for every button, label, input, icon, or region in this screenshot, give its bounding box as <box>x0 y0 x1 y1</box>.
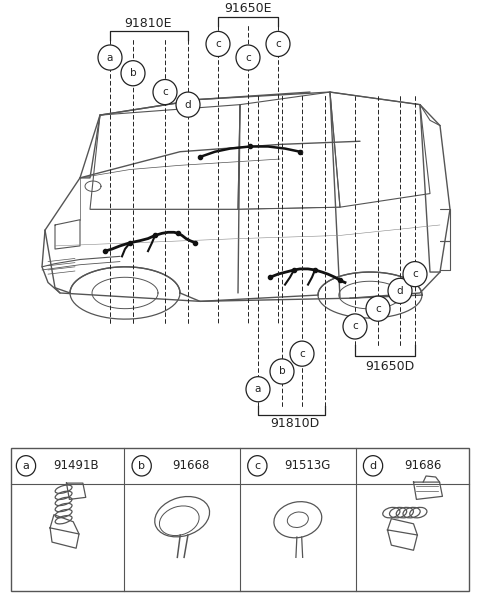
Text: a: a <box>107 52 113 63</box>
Text: c: c <box>299 349 305 359</box>
Text: b: b <box>279 367 285 376</box>
Text: b: b <box>138 461 145 471</box>
Circle shape <box>343 314 367 339</box>
Text: c: c <box>254 461 261 471</box>
Text: c: c <box>352 321 358 332</box>
Text: a: a <box>23 461 29 471</box>
Circle shape <box>176 92 200 117</box>
Text: 91650E: 91650E <box>224 2 272 15</box>
Circle shape <box>236 45 260 70</box>
Circle shape <box>363 456 383 476</box>
Circle shape <box>403 262 427 287</box>
Circle shape <box>248 456 267 476</box>
Text: 91513G: 91513G <box>284 459 330 473</box>
Circle shape <box>16 456 36 476</box>
FancyBboxPatch shape <box>11 447 469 591</box>
Text: a: a <box>255 384 261 394</box>
Text: c: c <box>275 39 281 49</box>
Circle shape <box>388 278 412 303</box>
Text: c: c <box>162 87 168 97</box>
Text: d: d <box>185 100 192 110</box>
Circle shape <box>246 377 270 402</box>
Text: b: b <box>130 68 136 78</box>
Circle shape <box>290 341 314 366</box>
Circle shape <box>206 31 230 57</box>
Text: c: c <box>375 303 381 314</box>
Text: 91686: 91686 <box>404 459 442 473</box>
Circle shape <box>153 79 177 105</box>
Text: c: c <box>215 39 221 49</box>
Text: d: d <box>370 461 377 471</box>
Text: c: c <box>412 269 418 279</box>
Text: 91491B: 91491B <box>53 459 98 473</box>
Text: 91668: 91668 <box>173 459 210 473</box>
Text: c: c <box>245 52 251 63</box>
Circle shape <box>132 456 151 476</box>
Circle shape <box>121 61 145 86</box>
Text: 91810E: 91810E <box>124 16 172 29</box>
Text: 91810D: 91810D <box>270 417 320 430</box>
Text: d: d <box>396 286 403 296</box>
Circle shape <box>270 359 294 384</box>
Circle shape <box>266 31 290 57</box>
Circle shape <box>98 45 122 70</box>
Circle shape <box>366 296 390 321</box>
Text: 91650D: 91650D <box>365 360 415 373</box>
